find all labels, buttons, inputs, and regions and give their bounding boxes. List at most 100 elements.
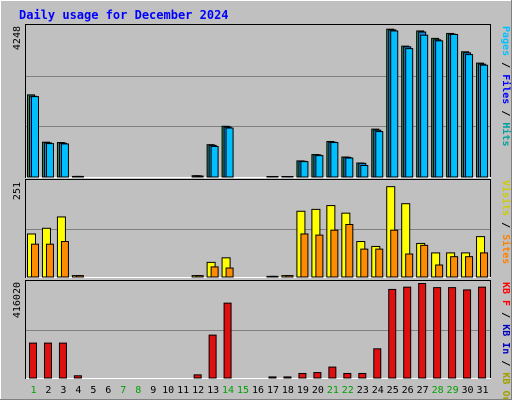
bars bbox=[27, 28, 489, 379]
day-label: 12 bbox=[192, 385, 204, 396]
bar-kbytes-day-27 bbox=[418, 283, 427, 379]
panel2-ymax-label: 251 bbox=[12, 182, 23, 200]
legend-kb-out: KB Out bbox=[500, 372, 511, 400]
bar-sites-day-19 bbox=[300, 233, 309, 278]
legend-kbytes: KB F / KB In / KB Out bbox=[500, 282, 511, 400]
day-label: 1 bbox=[30, 385, 36, 396]
day-label: 30 bbox=[462, 385, 474, 396]
bar-pages-day-26 bbox=[405, 48, 414, 178]
legend-kb-f: KB F bbox=[500, 282, 511, 306]
day-label: 14 bbox=[222, 385, 234, 396]
day-label: 28 bbox=[432, 385, 444, 396]
bar-sites-day-20 bbox=[315, 234, 324, 278]
day-label: 9 bbox=[150, 385, 156, 396]
bar-pages-day-13 bbox=[210, 145, 219, 178]
day-label: 25 bbox=[387, 385, 399, 396]
day-label: 31 bbox=[476, 385, 488, 396]
bar-pages-day-2 bbox=[45, 143, 54, 178]
day-label: 13 bbox=[207, 385, 219, 396]
bar-pages-day-22 bbox=[345, 157, 354, 178]
day-label: 6 bbox=[105, 385, 111, 396]
bar-kbytes-day-2 bbox=[43, 342, 52, 379]
bar-sites-day-2 bbox=[45, 243, 54, 278]
legend-sep-3: / bbox=[500, 222, 511, 228]
bar-pages-day-19 bbox=[300, 161, 309, 178]
day-label: 8 bbox=[135, 385, 141, 396]
bar-kbytes-day-28 bbox=[433, 287, 442, 379]
day-label: 22 bbox=[342, 385, 354, 396]
bar-sites-day-21 bbox=[330, 229, 339, 278]
bar-pages-day-21 bbox=[330, 142, 339, 178]
bar-pages-day-27 bbox=[420, 34, 429, 178]
legend-sep-4: / bbox=[500, 312, 511, 318]
bar-kbytes-day-14 bbox=[223, 302, 232, 379]
legend-pages: Pages bbox=[500, 26, 511, 56]
bar-kbytes-day-3 bbox=[58, 342, 67, 379]
bar-pages-day-14 bbox=[225, 127, 234, 178]
bar-pages-day-17 bbox=[270, 176, 279, 178]
bar-sites-day-1 bbox=[31, 243, 39, 278]
bar-pages-day-31 bbox=[480, 64, 489, 178]
panel1-ymax-label: 4248 bbox=[12, 26, 23, 50]
bar-pages-day-18 bbox=[285, 176, 294, 178]
legend-hits: Hits bbox=[500, 122, 512, 146]
legend-sites: Sites bbox=[500, 234, 512, 264]
bar-sites-day-30 bbox=[465, 256, 474, 278]
bar-sites-day-27 bbox=[420, 244, 429, 278]
bar-sites-day-13 bbox=[210, 266, 219, 278]
bar-kbytes-day-12 bbox=[193, 374, 202, 379]
bar-sites-day-31 bbox=[480, 252, 489, 278]
panel3-ymax-label: 416020 bbox=[12, 282, 23, 318]
bar-pages-day-30 bbox=[465, 54, 474, 178]
bar-kbytes-day-29 bbox=[448, 287, 457, 379]
day-label: 10 bbox=[162, 385, 174, 396]
bar-pages-day-3 bbox=[60, 143, 69, 178]
bar-pages-day-25 bbox=[390, 30, 399, 178]
day-label: 15 bbox=[237, 385, 249, 396]
day-label: 2 bbox=[45, 385, 51, 396]
bar-kbytes-day-30 bbox=[463, 289, 472, 379]
bar-pages-day-23 bbox=[360, 164, 369, 178]
bar-sites-day-29 bbox=[450, 256, 459, 278]
bar-sites-day-28 bbox=[435, 264, 444, 278]
bar-kbytes-day-31 bbox=[478, 286, 487, 379]
bar-pages-day-12 bbox=[195, 175, 204, 178]
bar-kbytes-day-17 bbox=[268, 376, 277, 379]
day-label: 26 bbox=[402, 385, 414, 396]
legend-files: Files bbox=[500, 74, 512, 104]
legend-kb-in: KB In bbox=[500, 324, 511, 354]
bar-pages-day-28 bbox=[435, 40, 444, 178]
day-label: 11 bbox=[177, 385, 189, 396]
bar-sites-day-23 bbox=[360, 248, 369, 278]
bar-kbytes-day-1 bbox=[29, 342, 37, 379]
legend-sep-1: / bbox=[500, 62, 511, 68]
day-label: 23 bbox=[357, 385, 369, 396]
bar-kbytes-day-13 bbox=[208, 334, 217, 379]
bar-kbytes-day-21 bbox=[328, 366, 337, 379]
day-label: 16 bbox=[252, 385, 264, 396]
panel-frames bbox=[25, 24, 491, 379]
bar-kbytes-day-20 bbox=[313, 372, 322, 379]
bar-sites-day-3 bbox=[60, 241, 69, 278]
day-label: 20 bbox=[312, 385, 324, 396]
day-label: 19 bbox=[297, 385, 309, 396]
bar-pages-day-24 bbox=[375, 131, 384, 178]
day-label: 27 bbox=[417, 385, 429, 396]
bar-sites-day-4 bbox=[75, 275, 84, 278]
bar-kbytes-day-18 bbox=[283, 376, 292, 379]
bar-pages-day-20 bbox=[315, 155, 324, 178]
legend-sep-5: / bbox=[500, 360, 511, 366]
day-label: 17 bbox=[267, 385, 279, 396]
bar-sites-day-12 bbox=[195, 275, 204, 278]
bar-pages-day-4 bbox=[75, 175, 84, 178]
bar-kbytes-day-4 bbox=[73, 375, 82, 379]
legend-sep-2: / bbox=[500, 110, 511, 116]
day-label: 21 bbox=[327, 385, 339, 396]
day-label: 4 bbox=[75, 385, 81, 396]
legend-visits-sites: Visits / Sites bbox=[500, 180, 512, 264]
bar-sites-day-24 bbox=[375, 248, 384, 278]
bar-pages-day-29 bbox=[450, 33, 459, 178]
legend-hits-files-pages: Pages / Files / Hits bbox=[500, 26, 512, 147]
day-label: 29 bbox=[447, 385, 459, 396]
